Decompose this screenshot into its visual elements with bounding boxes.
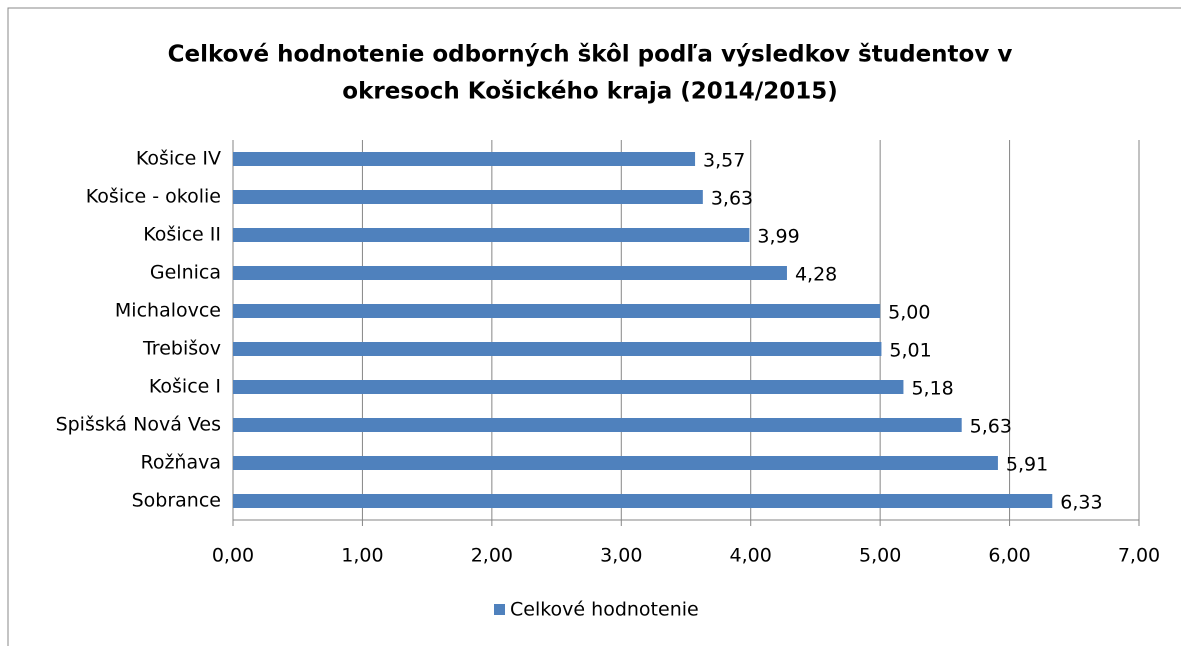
data-label: 5,18 xyxy=(911,378,953,400)
x-tick-label: 0,00 xyxy=(212,545,254,567)
chart-title: okresoch Košického kraja (2014/2015) xyxy=(342,79,837,105)
bar xyxy=(233,228,750,242)
legend-label: Celkové hodnotenie xyxy=(510,599,699,621)
data-label: 5,91 xyxy=(1006,454,1048,476)
bar xyxy=(233,380,904,394)
x-tick-label: 3,00 xyxy=(600,545,642,567)
data-label: 5,01 xyxy=(889,340,931,362)
x-tick-label: 7,00 xyxy=(1118,545,1160,567)
bar xyxy=(233,494,1053,508)
y-tick-label: Košice I xyxy=(149,376,221,398)
chart-title: Celkové hodnotenie odborných škôl podľa … xyxy=(168,42,1013,68)
legend-swatch xyxy=(494,604,505,615)
y-tick-label: Rožňava xyxy=(140,452,221,474)
y-tick-label: Michalovce xyxy=(115,300,221,322)
y-tick-label: Spišská Nová Ves xyxy=(56,414,221,436)
y-tick-label: Trebišov xyxy=(142,338,221,360)
y-tick-label: Košice IV xyxy=(136,148,221,170)
data-label: 3,57 xyxy=(703,150,745,172)
data-label: 3,99 xyxy=(757,226,799,248)
bar xyxy=(233,190,703,204)
x-tick-label: 6,00 xyxy=(988,545,1030,567)
bar xyxy=(233,456,998,470)
x-tick-label: 1,00 xyxy=(341,545,383,567)
chart-frame xyxy=(7,7,1181,646)
x-tick-label: 2,00 xyxy=(471,545,513,567)
data-label: 6,33 xyxy=(1060,492,1102,514)
y-tick-label: Košice - okolie xyxy=(86,186,221,208)
data-label: 3,63 xyxy=(711,188,753,210)
bar xyxy=(233,152,696,166)
data-label: 4,28 xyxy=(795,264,837,286)
bar xyxy=(233,418,962,432)
data-label: 5,00 xyxy=(888,302,930,324)
bar xyxy=(233,266,787,280)
bar xyxy=(233,304,881,318)
y-tick-label: Sobrance xyxy=(132,490,221,512)
y-tick-label: Gelnica xyxy=(150,262,221,284)
x-tick-label: 4,00 xyxy=(730,545,772,567)
data-label: 5,63 xyxy=(970,416,1012,438)
x-tick-label: 5,00 xyxy=(859,545,901,567)
y-tick-label: Košice II xyxy=(143,224,221,246)
bar xyxy=(233,342,882,356)
